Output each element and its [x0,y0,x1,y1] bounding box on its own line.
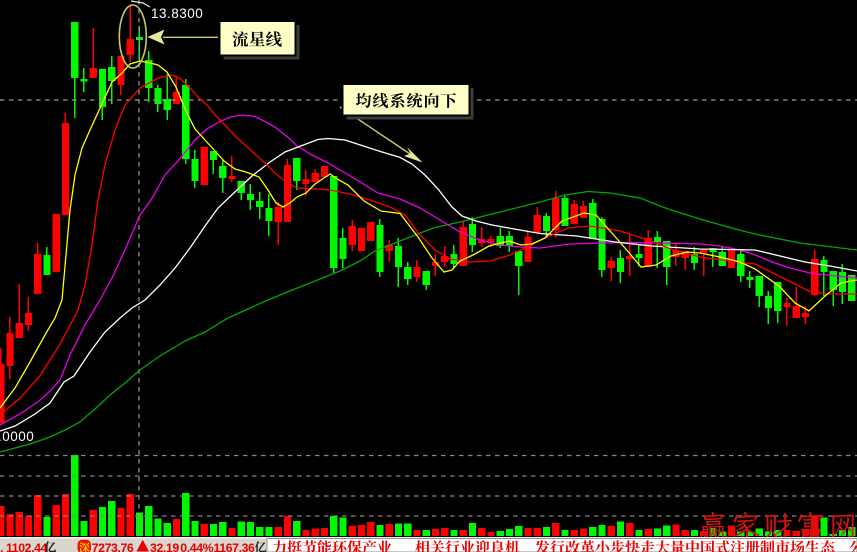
svg-text:7273.76: 7273.76 [92,541,134,552]
svg-text:0.44%: 0.44% [180,541,213,552]
svg-text:32.19: 32.19 [150,541,179,552]
svg-text:1167.36: 1167.36 [214,541,256,552]
svg-text:.0000: .0000 [0,429,34,444]
svg-text:13.8300: 13.8300 [151,6,203,21]
svg-text:,: , [53,541,56,552]
svg-text:, 1102.44: , 1102.44 [0,541,48,552]
